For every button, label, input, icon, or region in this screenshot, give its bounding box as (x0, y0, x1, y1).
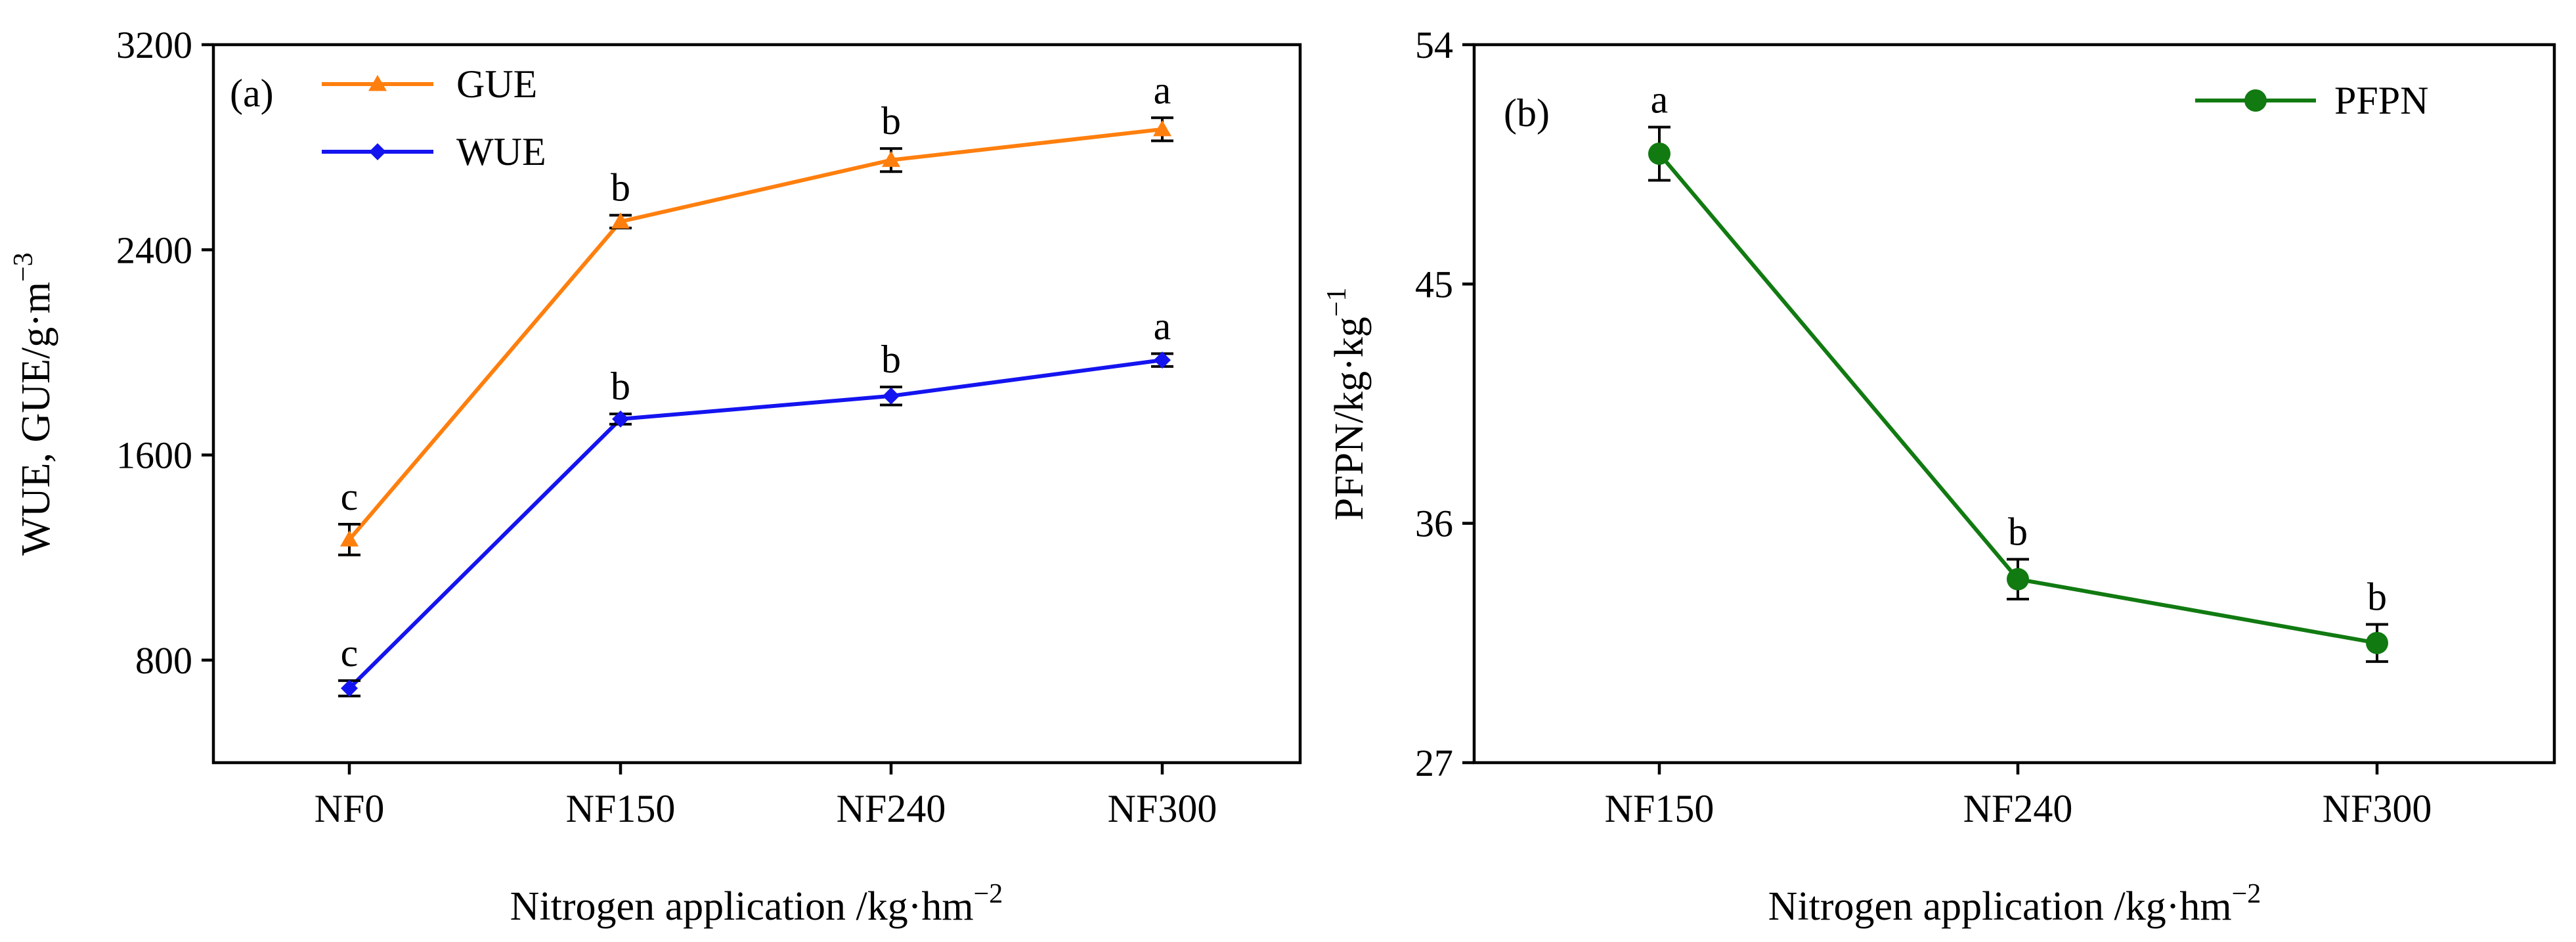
gue-significance-NF0: c (341, 475, 359, 518)
panel-b-y-axis-title: PFPN/kg·kg−1 (1322, 288, 1372, 521)
panel-a-legend: GUE WUE (322, 62, 546, 173)
pfpn-significance-NF240: b (2008, 510, 2028, 553)
gue-point-NF300 (1153, 120, 1171, 137)
legend-label-pfpn: PFPN (2334, 79, 2428, 122)
panel-a-y-axis-title: WUE, GUE/g·m−3 (9, 252, 58, 555)
panel-b-frame (1472, 43, 2556, 765)
y-tick-label-36: 36 (1415, 503, 1453, 545)
legend-item-pfpn: PFPN (2195, 79, 2428, 122)
wue-significance-NF300: a (1154, 304, 1171, 348)
legend-label-gue: GUE (456, 62, 537, 106)
wue-line (347, 358, 1163, 690)
gue-significance-NF240: b (881, 99, 901, 143)
pfpn-point-NF150 (1648, 142, 1670, 165)
wue-point-NF300 (1154, 351, 1171, 369)
panel-b-y-axis: 27 36 45 54 (1415, 24, 1474, 784)
x-tick-label-NF0: NF0 (315, 787, 385, 830)
gue-point-NF240 (882, 150, 900, 168)
x-tick-label-NF300: NF300 (2323, 787, 2432, 830)
wue-point-NF150 (612, 410, 629, 428)
wue-significance-NF150: b (611, 365, 630, 408)
gue-point-NF150 (611, 212, 630, 229)
y-tick-label-800: 800 (135, 639, 192, 682)
panel-a-label: (a) (230, 72, 274, 115)
pfpn-significance-NF150: a (1651, 78, 1669, 121)
x-tick-label-NF300: NF300 (1108, 787, 1217, 830)
legend-item-wue: WUE (322, 130, 546, 173)
x-tick-label-NF150: NF150 (566, 787, 676, 830)
legend-item-gue: GUE (322, 62, 537, 106)
y-tick-label-3200: 3200 (116, 24, 192, 66)
x-tick-label-NF240: NF240 (1963, 787, 2073, 830)
panel-a: (a) GUE WUE 800 1600 2400 3200 NF0 NF150 NF240… (9, 24, 1302, 929)
gue-significance-NF150: b (611, 166, 630, 210)
legend-marker-pfpn (2244, 89, 2267, 112)
wue-point-NF0 (341, 679, 358, 697)
y-tick-label-54: 54 (1415, 24, 1453, 66)
panel-b-legend: PFPN (2195, 79, 2428, 122)
legend-label-wue: WUE (456, 130, 546, 173)
y-tick-label-1600: 1600 (116, 434, 192, 477)
wue-point-NF240 (883, 387, 900, 405)
panel-a-frame (211, 43, 1302, 765)
legend-marker-gue (368, 75, 387, 91)
y-tick-label-2400: 2400 (116, 229, 192, 271)
x-tick-label-NF240: NF240 (837, 787, 946, 830)
panel-b-x-axis: NF150 NF240 NF300 (1605, 763, 2432, 830)
panel-b-plot-area: a b b (1648, 78, 2388, 663)
y-tick-label-27: 27 (1415, 742, 1453, 784)
pfpn-point-NF300 (2366, 631, 2388, 654)
panel-a-y-axis: 800 1600 2400 3200 (116, 24, 213, 682)
legend-marker-wue (369, 143, 386, 160)
gue-line (347, 127, 1163, 541)
panel-b-x-axis-title: Nitrogen application /kg·hm−2 (1768, 879, 2261, 929)
gue-significance-NF300: a (1154, 68, 1171, 112)
x-tick-label-NF150: NF150 (1605, 787, 1714, 830)
panel-a-x-axis: NF0 NF150 NF240 NF300 (315, 763, 1217, 830)
wue-significance-NF240: b (881, 338, 901, 381)
pfpn-point-NF240 (2007, 568, 2029, 591)
gue-point-NF0 (340, 530, 359, 547)
pfpn-significance-NF300: b (2367, 575, 2387, 618)
panel-a-plot-area: c b b a c b b a (338, 68, 1173, 698)
panel-b-label: (b) (1504, 91, 1550, 135)
wue-significance-NF0: c (341, 631, 359, 675)
panel-b: (b) PFPN 27 36 45 54 NF150 NF240 NF300 a b b PF… (1322, 24, 2556, 929)
panel-a-x-axis-title: Nitrogen application /kg·hm−2 (510, 879, 1003, 929)
y-tick-label-45: 45 (1415, 263, 1453, 305)
